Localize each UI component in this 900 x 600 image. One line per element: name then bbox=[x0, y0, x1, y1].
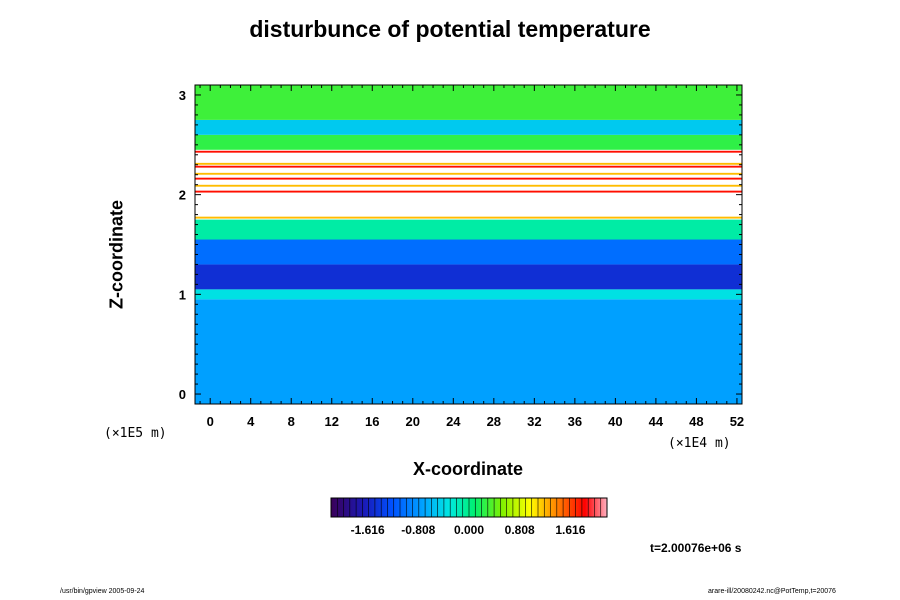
heatmap-band-0 bbox=[195, 299, 742, 404]
missing-fringe-bottom-2 bbox=[195, 172, 742, 175]
y-axis-unit: (×1E5 m) bbox=[104, 426, 167, 441]
x-tick-label-24: 24 bbox=[446, 414, 461, 429]
missing-fringe-bottom-0 bbox=[195, 216, 742, 219]
x-axis-unit: (×1E4 m) bbox=[668, 436, 731, 451]
footer-command: /usr/bin/gpview 2005-09-24 bbox=[60, 588, 145, 595]
heatmap-band-6 bbox=[195, 119, 742, 135]
heatmap-band-4 bbox=[195, 219, 742, 240]
y-tick-label-1: 1 bbox=[179, 287, 186, 302]
missing-region-0 bbox=[195, 192, 742, 217]
colorbar-tick-label-3: 0.808 bbox=[505, 523, 535, 537]
heatmap-band-1 bbox=[195, 289, 742, 300]
colorbar: -1.616 -0.808 0.000 0.808 1.616 bbox=[330, 497, 608, 537]
missing-fringe-bottom-3 bbox=[195, 162, 742, 165]
missing-region-2 bbox=[195, 167, 742, 173]
x-axis-label: X-coordinate bbox=[412, 459, 523, 479]
x-tick-label-0: 0 bbox=[207, 414, 214, 429]
y-axis: 0 1 2 3 bbox=[179, 84, 742, 405]
heatmap-band-2 bbox=[195, 264, 742, 290]
colorbar-tick-label-4: 1.616 bbox=[555, 523, 585, 537]
x-tick-label-20: 20 bbox=[406, 414, 420, 429]
chart-title: disturbunce of potential temperature bbox=[249, 16, 651, 42]
x-tick-label-16: 16 bbox=[365, 414, 379, 429]
missing-fringe-top-0 bbox=[195, 190, 742, 193]
heatmap-band-5 bbox=[195, 134, 742, 150]
missing-region-3 bbox=[195, 152, 742, 163]
x-tick-label-44: 44 bbox=[649, 414, 664, 429]
colorbar-tick-label-2: 0.000 bbox=[454, 523, 484, 537]
x-tick-label-8: 8 bbox=[288, 414, 295, 429]
x-tick-label-48: 48 bbox=[689, 414, 703, 429]
missing-region-1 bbox=[195, 179, 742, 185]
x-tick-label-28: 28 bbox=[487, 414, 501, 429]
footer-source: arare-ill/20080242.nc@PotTemp,t=20076 bbox=[708, 588, 836, 595]
y-tick-label-0: 0 bbox=[179, 387, 186, 402]
missing-fringe-top-1 bbox=[195, 177, 742, 180]
x-axis: 0 4 8 12 16 20 24 28 32 36 40 44 48 52 bbox=[199, 85, 744, 429]
missing-fringe-top-2 bbox=[195, 165, 742, 168]
timestamp: t=2.00076e+06 s bbox=[650, 541, 742, 555]
missing-fringe-top-3 bbox=[195, 150, 742, 153]
y-axis-label: Z-coordinate bbox=[106, 200, 127, 310]
colorbar-tick-label-1: -0.808 bbox=[401, 523, 435, 537]
x-tick-label-52: 52 bbox=[730, 414, 744, 429]
heatmap-band-3 bbox=[195, 239, 742, 265]
missing-fringe-bottom-1 bbox=[195, 184, 742, 187]
y-tick-label-2: 2 bbox=[179, 188, 186, 203]
heatmap-band-7 bbox=[195, 85, 742, 120]
x-tick-label-12: 12 bbox=[325, 414, 339, 429]
colorbar-tick-label-0: -1.616 bbox=[351, 523, 385, 537]
x-tick-label-32: 32 bbox=[527, 414, 541, 429]
x-tick-label-40: 40 bbox=[608, 414, 622, 429]
y-tick-label-3: 3 bbox=[179, 88, 186, 103]
heatmap-field bbox=[195, 85, 742, 404]
x-tick-label-36: 36 bbox=[568, 414, 582, 429]
x-tick-label-4: 4 bbox=[247, 414, 255, 429]
